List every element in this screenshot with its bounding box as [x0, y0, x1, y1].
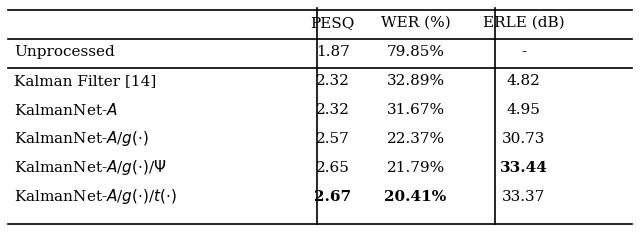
Text: 31.67%: 31.67% — [387, 103, 445, 117]
Text: PESQ: PESQ — [310, 16, 355, 30]
Text: 22.37%: 22.37% — [387, 132, 445, 146]
Text: 20.41%: 20.41% — [385, 190, 447, 204]
Text: 2.67: 2.67 — [314, 190, 351, 204]
Text: 33.44: 33.44 — [500, 161, 548, 175]
Text: KalmanNet-$A$/$g(\cdot)$/$\Psi$: KalmanNet-$A$/$g(\cdot)$/$\Psi$ — [14, 158, 167, 177]
Text: 30.73: 30.73 — [502, 132, 545, 146]
Text: Kalman Filter [14]: Kalman Filter [14] — [14, 74, 156, 88]
Text: 4.95: 4.95 — [507, 103, 541, 117]
Text: 1.87: 1.87 — [316, 45, 349, 59]
Text: 4.82: 4.82 — [507, 74, 541, 88]
Text: 2.32: 2.32 — [316, 103, 349, 117]
Text: KalmanNet-$A$/$g(\cdot)$/$t(\cdot)$: KalmanNet-$A$/$g(\cdot)$/$t(\cdot)$ — [14, 187, 177, 206]
Text: 2.32: 2.32 — [316, 74, 349, 88]
Text: 2.57: 2.57 — [316, 132, 349, 146]
Text: KalmanNet-$A$: KalmanNet-$A$ — [14, 102, 118, 118]
Text: Unprocessed: Unprocessed — [14, 45, 115, 59]
Text: KalmanNet-$A$/$g(\cdot)$: KalmanNet-$A$/$g(\cdot)$ — [14, 129, 149, 148]
Text: 2.65: 2.65 — [316, 161, 349, 175]
Text: 79.85%: 79.85% — [387, 45, 445, 59]
Text: -: - — [522, 45, 527, 59]
Text: 33.37: 33.37 — [502, 190, 545, 204]
Text: ERLE (dB): ERLE (dB) — [483, 16, 564, 30]
Text: 32.89%: 32.89% — [387, 74, 445, 88]
Text: WER (%): WER (%) — [381, 16, 451, 30]
Text: 21.79%: 21.79% — [387, 161, 445, 175]
